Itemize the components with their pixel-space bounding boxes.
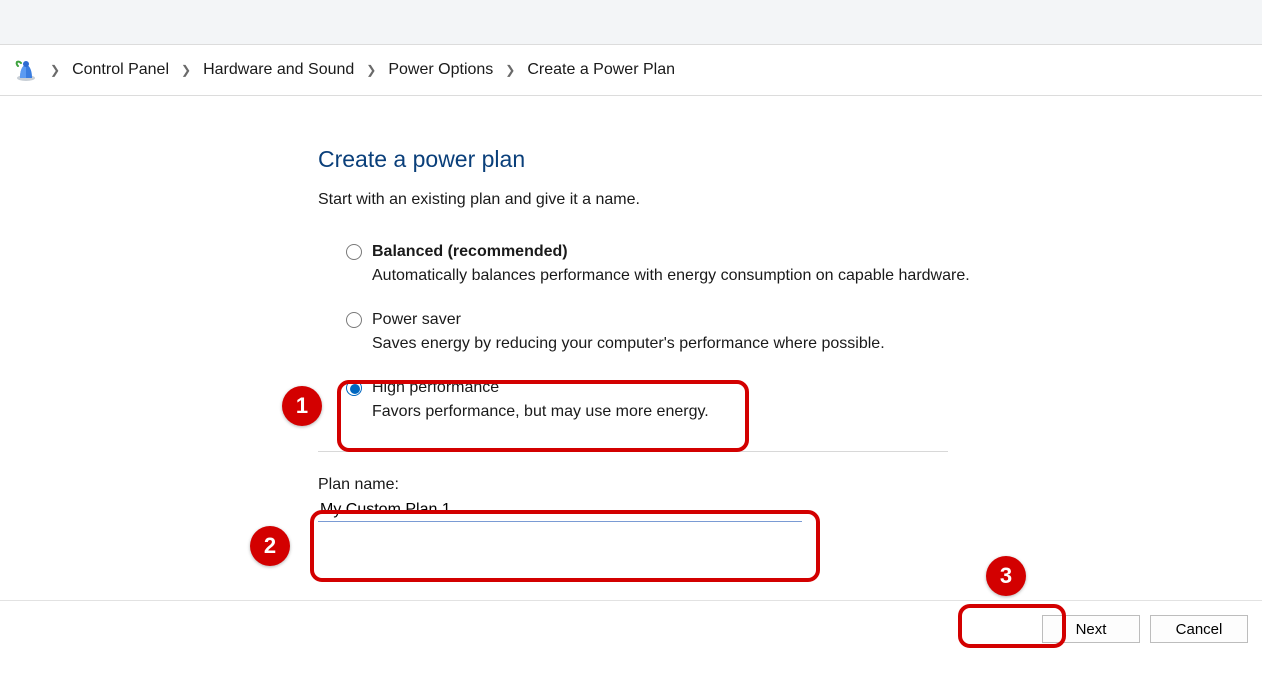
breadcrumb-item[interactable]: Power Options [388,61,493,79]
chevron-right-icon: ❯ [181,63,191,77]
footer-bar: Next Cancel [0,600,1262,601]
annotation-badge: 3 [986,556,1026,596]
page-title: Create a power plan [318,146,1262,173]
radio-icon[interactable] [346,380,362,396]
plan-name-input[interactable] [318,498,802,522]
main-content: Create a power plan Start with an existi… [0,96,1262,522]
annotation-badge: 2 [250,526,290,566]
plan-name-label: Plan name: [318,476,1262,494]
window-ribbon-placeholder [0,0,1262,44]
chevron-right-icon: ❯ [366,63,376,77]
plan-option-desc: Saves energy by reducing your computer's… [372,335,1262,353]
plan-option-desc: Automatically balances performance with … [372,267,1262,285]
plan-option-powersaver[interactable]: Power saver Saves energy by reducing you… [346,311,1262,353]
cancel-button[interactable]: Cancel [1150,615,1248,643]
plan-option-label: Power saver [372,311,461,329]
plan-name-section: Plan name: [318,476,1262,522]
breadcrumb-item[interactable]: Hardware and Sound [203,61,354,79]
breadcrumb-item[interactable]: Control Panel [72,61,169,79]
divider [318,451,948,452]
plan-option-label: High performance [372,379,499,397]
control-panel-icon [14,58,38,82]
next-button[interactable]: Next [1042,615,1140,643]
plan-options: Balanced (recommended) Automatically bal… [318,243,1262,421]
plan-option-label: Balanced (recommended) [372,243,568,261]
chevron-right-icon: ❯ [50,63,60,77]
chevron-right-icon: ❯ [505,63,515,77]
radio-icon[interactable] [346,244,362,260]
plan-option-highperf[interactable]: High performance Favors performance, but… [346,379,1262,421]
radio-icon[interactable] [346,312,362,328]
breadcrumb-item-current: Create a Power Plan [527,61,675,79]
breadcrumb: ❯ Control Panel ❯ Hardware and Sound ❯ P… [0,44,1262,96]
plan-option-balanced[interactable]: Balanced (recommended) Automatically bal… [346,243,1262,285]
page-subtitle: Start with an existing plan and give it … [318,191,1262,209]
plan-option-desc: Favors performance, but may use more ene… [372,403,1262,421]
